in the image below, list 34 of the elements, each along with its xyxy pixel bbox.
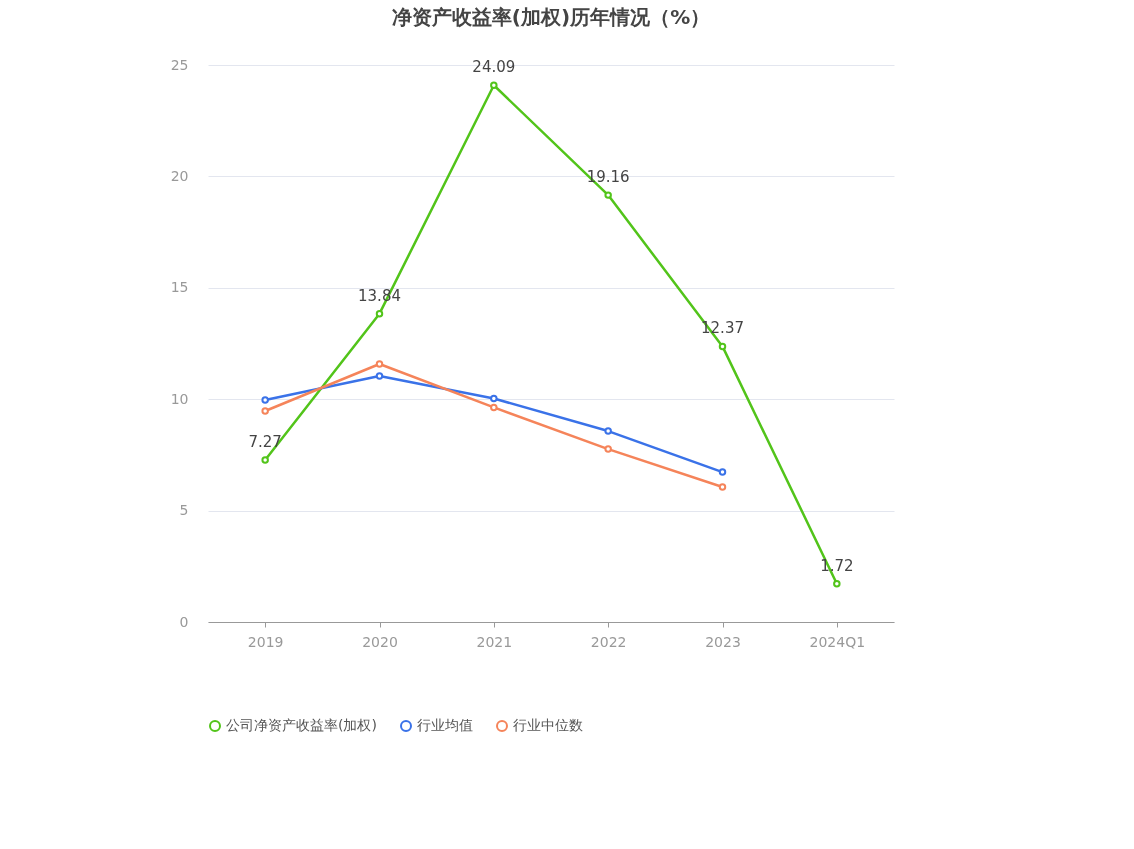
x-tick-label: 2024Q1 <box>809 633 866 650</box>
y-tick-label: 20 <box>170 167 189 184</box>
data-label: 24.09 <box>472 58 516 77</box>
legend-label: 行业中位数 <box>513 717 583 733</box>
point <box>718 468 727 476</box>
x-tick-label: 2020 <box>362 633 398 650</box>
point <box>261 456 269 464</box>
legend-label: 行业均值 <box>417 717 473 733</box>
y-tick-label: 0 <box>179 613 189 630</box>
point <box>718 342 727 351</box>
data-label: 19.16 <box>586 168 630 187</box>
x-tick-label: 2019 <box>247 633 284 650</box>
point <box>490 81 498 90</box>
y-tick-label: 25 <box>170 56 189 73</box>
x-tick-label: 2021 <box>476 633 513 650</box>
point <box>261 396 269 404</box>
x-tick-label: 2023 <box>705 633 741 650</box>
point <box>261 407 269 415</box>
point <box>718 483 727 491</box>
point <box>604 191 612 199</box>
point <box>490 403 498 412</box>
point <box>604 427 612 435</box>
chart-title: 净资产收益率(加权)历年情况（%） <box>391 5 711 29</box>
point <box>375 360 384 368</box>
x-tick-label: 2022 <box>590 633 627 650</box>
y-tick-label: 15 <box>170 279 189 296</box>
point <box>490 394 498 403</box>
y-tick-label: 5 <box>179 502 189 519</box>
legend-label: 公司净资产收益率(加权) <box>226 717 377 733</box>
point <box>375 309 384 318</box>
point <box>375 372 384 380</box>
y-tick-label: 10 <box>170 390 189 407</box>
point <box>833 579 841 588</box>
point <box>604 445 612 453</box>
